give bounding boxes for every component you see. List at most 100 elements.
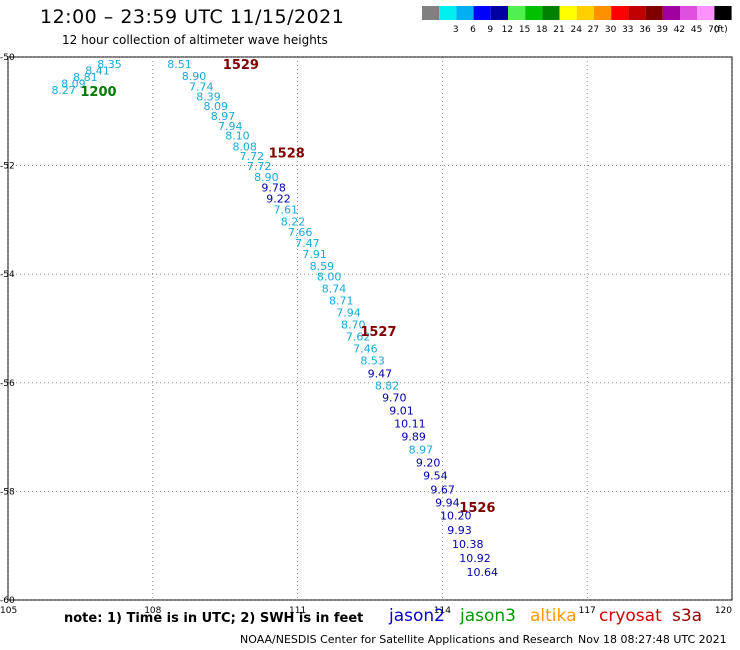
colorbar-tick-label: 45 (691, 25, 702, 35)
colorbar-tick-label: 6 (470, 25, 476, 35)
wave-height-label: 8.90 (182, 70, 207, 83)
colorbar-swatch (662, 6, 680, 20)
wave-height-label: 10.20 (440, 510, 472, 523)
colorbar-swatch (422, 6, 440, 20)
colorbar-swatch (439, 6, 457, 20)
colorbar-unit: (ft) (714, 25, 728, 35)
wave-height-label: 8.53 (360, 354, 385, 367)
colorbar-swatch (525, 6, 543, 20)
satellite-s3a-label: s3a (672, 606, 703, 626)
y-tick-label: -54 (0, 270, 15, 280)
wave-height-label: 7.91 (302, 248, 327, 261)
wave-height-label: 9.22 (266, 193, 291, 206)
y-tick-label: -52 (0, 162, 15, 172)
colorbar-swatch (628, 6, 646, 20)
colorbar-swatch (714, 6, 732, 20)
time-label: 1527 (360, 325, 396, 340)
wave-height-label: 7.72 (247, 160, 271, 173)
colorbar-tick-label: 70 (708, 25, 720, 35)
x-tick-label: 117 (579, 606, 596, 616)
chart-subtitle: 12 hour collection of altimeter wave hei… (62, 33, 328, 47)
colorbar-tick-label: 30 (605, 25, 617, 35)
colorbar-tick-label: 18 (536, 25, 548, 35)
x-tick-label: 114 (434, 606, 451, 616)
wave-height-label: 10.11 (394, 417, 426, 430)
colorbar-tick-label: 3 (453, 25, 459, 35)
wave-height-label: 8.00 (317, 271, 342, 284)
wave-height-label: 7.66 (288, 226, 313, 239)
wave-height-points: 8.278.098.818.418.35 8.518.907.748.398.09… (51, 58, 498, 579)
footer-credit: NOAA/NESDIS Center for Satellite Applica… (240, 633, 574, 646)
wave-height-label: 8.59 (310, 260, 335, 273)
wave-height-label: 10.92 (459, 552, 491, 565)
wave-height-label: 10.38 (452, 538, 484, 551)
y-tick-label: -56 (0, 379, 15, 389)
y-tick-label: -58 (0, 487, 15, 497)
legend-note: note: 1) Time is in UTC; 2) SWH is in fe… (64, 611, 364, 626)
wave-height-label: 8.09 (61, 77, 86, 90)
colorbar-swatch (542, 6, 560, 20)
wave-height-label: 9.70 (382, 391, 407, 404)
colorbar-tick-label: 36 (639, 25, 651, 35)
wave-height-label: 9.93 (447, 524, 472, 537)
colorbar-tick-label: 24 (570, 25, 582, 35)
colorbar-tick-label: 21 (553, 25, 564, 35)
colorbar-swatch (508, 6, 526, 20)
colorbar-swatch (576, 6, 594, 20)
wave-height-label: 8.90 (254, 171, 279, 184)
colorbar-swatch (680, 6, 698, 20)
colorbar-tick-label: 12 (502, 25, 513, 35)
wave-height-label: 7.74 (189, 81, 214, 94)
wave-height-label: 8.22 (281, 215, 306, 228)
wave-height-label: 8.39 (196, 90, 221, 103)
x-tick-label: 120 (715, 606, 732, 616)
wave-height-label: 8.10 (225, 130, 250, 143)
wave-height-label: 8.09 (203, 100, 228, 113)
satellite-cryosat-label: cryosat (599, 606, 662, 626)
x-tick-label: 108 (144, 606, 161, 616)
wave-height-label: 7.94 (218, 120, 243, 133)
wave-height-label: 9.89 (401, 430, 426, 443)
wave-height-label: 9.94 (435, 497, 460, 510)
satellite-jason2-label: jason2 (389, 606, 445, 626)
axis-ticks: 105 108 111 114 117 120 -50 -52 -54 -56 -58 -60 (0, 53, 732, 616)
wave-height-label: 9.20 (416, 456, 441, 469)
colorbar-tick-label: 15 (519, 25, 530, 35)
wave-height-label: 9.47 (368, 367, 393, 380)
colorbar-tick-label: 39 (656, 25, 668, 35)
wave-height-label: 9.54 (423, 469, 448, 482)
time-label: 1526 (459, 501, 495, 516)
wave-height-label: 8.71 (329, 295, 354, 308)
wave-height-label: 7.72 (240, 150, 265, 163)
colorbar-swatch (490, 6, 508, 20)
colorbar-swatch (697, 6, 715, 20)
wave-height-label: 8.97 (409, 443, 434, 456)
colorbar-tick-label: 27 (588, 25, 599, 35)
time-label: 1200 (80, 85, 116, 100)
colorbar-swatch (473, 6, 491, 20)
wave-height-label: 8.27 (51, 84, 76, 97)
footer-timestamp: Nov 18 08:27:48 UTC 2021 (578, 633, 727, 646)
plot-frame (7, 56, 733, 601)
x-tick-label: 111 (289, 606, 306, 616)
wave-height-label: 8.70 (341, 319, 366, 332)
y-tick-label: -50 (0, 53, 15, 63)
colorbar-swatch (645, 6, 663, 20)
wave-height-label: 8.35 (97, 58, 122, 71)
time-labels: 1200 1529 1528 1527 1526 (80, 58, 495, 516)
wave-height-label: 9.67 (430, 484, 455, 497)
map-grid (7, 56, 733, 601)
colorbar-swatch (611, 6, 629, 20)
satellite-altika-label: altika (530, 606, 577, 626)
colorbar-tick-label: 9 (487, 25, 493, 35)
wave-height-label: 10.64 (467, 566, 499, 579)
wave-height-label: 8.41 (85, 64, 110, 77)
colorbar-swatch (559, 6, 577, 20)
colorbar-tick-label: 33 (622, 25, 633, 35)
wave-height-label: 7.47 (295, 237, 320, 250)
chart-title: 12:00 – 23:59 UTC 11/15/2021 (40, 6, 345, 28)
wave-height-label: 8.74 (322, 283, 347, 296)
wave-height-label: 9.01 (389, 404, 414, 417)
time-label: 1528 (269, 146, 305, 161)
